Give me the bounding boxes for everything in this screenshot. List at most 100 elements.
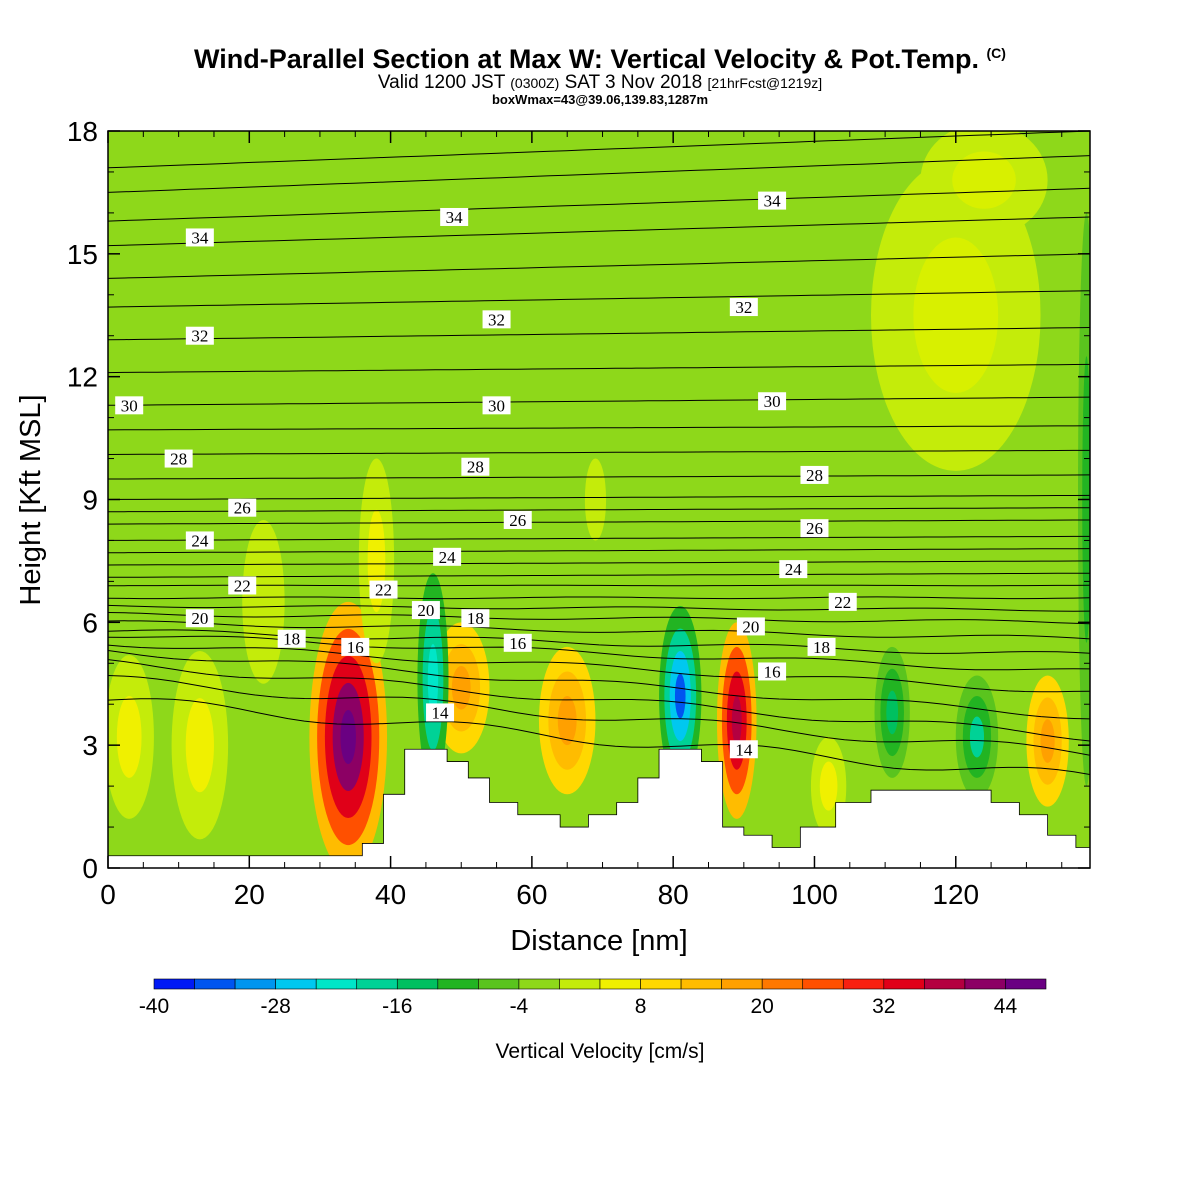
isentrope-7 [108,620,1090,640]
isentrope-13 [108,560,1090,566]
colorbar-swatch [194,978,236,990]
svg-text:30: 30 [488,396,505,415]
svg-text:16: 16 [764,662,781,681]
svg-text:32: 32 [191,327,208,346]
isentrope-23 [108,363,1090,374]
colorbar-tick-label: 32 [872,995,895,1018]
contour-label-32: 32 [729,298,758,317]
colorbar-tick-label: 8 [635,995,647,1018]
colorbar-swatch [721,978,763,990]
y-tick-label: 3 [82,730,98,761]
colorbar-swatch [640,978,682,990]
colorbar-swatch [478,978,520,990]
colorbar-swatch [842,978,885,990]
colorbar-swatch [761,978,804,990]
velocity-cell-16-level-0 [584,458,607,541]
colorbar-tick-label: 44 [994,995,1018,1018]
svg-text:16: 16 [347,638,364,657]
svg-text:26: 26 [234,499,251,518]
isentrope-28 [108,187,1090,222]
isentrope-1 [108,675,1090,756]
chart-subtitle: Valid 1200 JST (0300Z) SAT 3 Nov 2018 [2… [377,72,823,93]
contour-label-22: 22 [828,592,857,612]
svg-text:20: 20 [191,609,208,628]
y-tick-label: 0 [82,853,98,884]
svg-text:34: 34 [446,208,464,227]
contour-label-22: 22 [228,576,257,595]
x-tick-label: 100 [791,879,838,910]
velocity-cell-7-level-2 [969,716,985,758]
isentrope-27 [108,216,1090,247]
velocity-cell-12-level-1 [952,151,1016,209]
colorbar-swatch [518,978,560,990]
isentrope-12 [108,572,1090,578]
colorbar-swatch [356,978,398,990]
colorbar-swatch [437,978,479,990]
y-axis-label: Height [Kft MSL] [15,394,47,605]
colorbar-swatch [599,978,641,990]
svg-text:24: 24 [191,531,209,550]
velocity-cell-10-level-1 [116,696,142,778]
contour-label-30: 30 [115,396,144,415]
colorbar-swatch [883,978,925,990]
contour-label-32: 32 [185,326,214,346]
contour-label-24: 24 [779,560,808,579]
svg-text:20: 20 [417,601,434,620]
isentrope-26 [108,253,1090,279]
svg-text:16: 16 [509,634,526,653]
colorbar-tick-label: -4 [510,995,529,1018]
x-tick-label: 0 [100,879,116,910]
isentrope-14 [108,548,1090,554]
svg-text:18: 18 [467,609,484,628]
x-tick-label: 40 [375,879,406,910]
svg-text:22: 22 [234,576,251,595]
contour-label-18: 18 [277,629,306,649]
contour-label-30: 30 [758,392,787,411]
svg-text:22: 22 [375,581,392,600]
x-axis-label: Distance [nm] [510,925,687,957]
svg-text:26: 26 [806,519,823,538]
isentrope-17 [108,507,1090,513]
velocity-cell-9-level-1 [185,698,214,793]
contour-label-24: 24 [433,547,462,567]
y-tick-label: 6 [82,607,98,638]
colorbar-tick-label: -40 [139,995,169,1018]
contour-label-28: 28 [461,457,490,477]
isentrope-16 [108,519,1090,525]
isentrope-3 [108,650,1090,720]
contour-label-20: 20 [411,601,440,620]
svg-text:28: 28 [806,466,823,485]
contour-label-16: 16 [503,633,532,653]
x-tick-label: 20 [234,879,265,910]
colorbar-swatch [964,978,1006,990]
svg-text:28: 28 [467,458,484,477]
isentrope-20 [108,449,1090,455]
isentrope-25 [108,290,1090,308]
velocity-cell-11-level-1 [913,237,999,394]
contour-label-16: 16 [341,637,370,657]
x-axis: 0 20 40 60 80 100 120 [100,131,1063,910]
colorbar-swatch [802,978,844,990]
isentrope-18 [108,494,1090,500]
isentrope-0 [108,698,1090,775]
contour-label-20: 20 [185,609,214,628]
velocity-cell-6-level-2 [886,690,899,735]
colorbar-label: Vertical Velocity [cm/s] [496,1040,705,1063]
contour-label-34: 34 [440,207,469,227]
contour-label-26: 26 [800,519,829,538]
contour-label-20: 20 [736,617,765,636]
isentrope-10 [108,596,1090,600]
chart-title: Wind-Parallel Section at Max W: Vertical… [194,44,1006,74]
y-tick-label: 15 [67,239,98,270]
contour-label-30: 30 [482,396,511,415]
contour-label-24: 24 [185,531,214,550]
colorbar-swatch [559,978,601,990]
y-axis: 0 3 6 9 12 15 18 [67,116,1090,884]
svg-text:28: 28 [170,450,187,469]
contour-label-16: 16 [758,662,787,681]
velocity-cell-0-level-4 [340,709,356,765]
svg-text:18: 18 [283,630,300,649]
x-tick-label: 120 [932,879,979,910]
contour-label-18: 18 [461,609,490,628]
